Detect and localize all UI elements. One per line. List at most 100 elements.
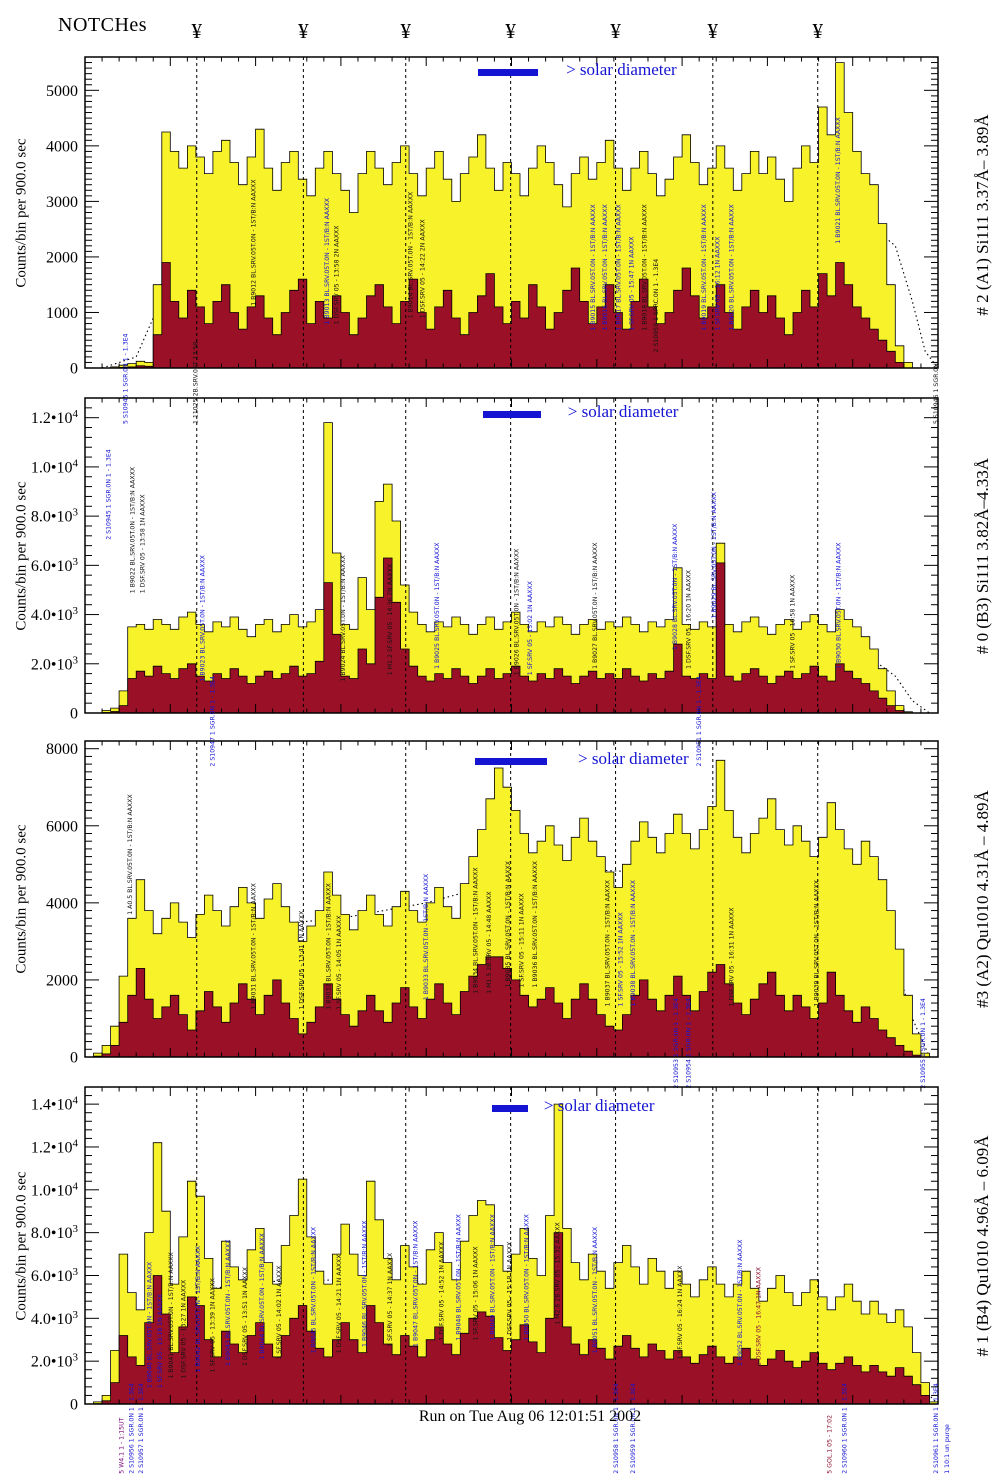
event-annotation: 1 B9037 BL.SRV.05T.0N - 1ST/B:N AAXXX: [605, 879, 612, 1006]
event-annotation: 1 SF.SRV 05 - 14:05 1N AAXXX: [336, 915, 343, 1010]
event-annotation: 1 DSF.SRV 05 - 14:21 1N AAXXX: [336, 1254, 343, 1354]
event-annotation: 1 B9031 BL.SRV.05T.0N - 1ST/B:N AAXXX: [251, 882, 258, 1009]
notch-symbol: ¥: [505, 19, 516, 43]
event-annotation: 1 DSF.SRV 05 - 14:52 1N AAXXX: [438, 1241, 445, 1341]
y-tick-label: 1000: [46, 305, 78, 322]
event-annotation: 1 B9045 BL.SRV.05T.0N - 1ST/B:N AAXXX: [310, 1226, 317, 1353]
y-tick-label: 4.0•103: [31, 605, 79, 624]
event-annotation: 2 S10951 1 SGR.0N 1 - 1.3E4: [696, 676, 703, 767]
event-annotation: 1 B9016 BL.SRV.05T.0N - 1ST/B:N AAXXX: [602, 203, 609, 330]
event-annotation: 1 B9040 BL.SRV.05T.0N - 1ST/B:N AAXXX: [147, 1261, 154, 1388]
event-annotation: 2 S10955 1 SGR.0N 1 - 1.3E4: [920, 998, 927, 1089]
event-annotation: 1 SF.SRV 05 - 14:02 1N AAXXX: [276, 1265, 283, 1360]
event-annotation: 1 B9043 BL.SRV.05T.0N - 1ST/B:N AAXXX: [225, 1239, 232, 1366]
event-annotation: 1 B9014 BL.SRV.05T.0N - 1ST/B:N AAXXX: [408, 191, 415, 318]
event-annotation: 1 DSF.SRV 05 - 16:31 1N AAXXX: [728, 907, 735, 1007]
event-annotation: 1 B9018 BL.SRV.05T.0N - 1ST/B:N AAXXX: [641, 203, 648, 330]
solar-diameter-label: > solar diameter: [566, 60, 677, 79]
event-annotation: 1 B9047 BL.SRV.05T.0N - 1ST/B:N AAXXX: [413, 1220, 420, 1347]
event-annotation: 1 SF.SRV 05 - 16:24 1N AAXXX: [677, 1265, 684, 1360]
event-annotation: 1 DSF.SRV 05 - 16:20 1N AAXXX: [686, 569, 693, 669]
event-annotation: 1 B9042 BL.SRV.05T.0N - 1ST/B:N AAXXX: [195, 1245, 202, 1372]
solar-diameter-label: > solar diameter: [543, 1096, 655, 1115]
event-annotation: 1 B9022 BL.SRV.05T.0N - 1ST/B:N AAXXX: [129, 466, 136, 593]
notch-symbol: ¥: [708, 19, 719, 43]
event-annotation: 5 W4.1 1 - 1:15UT: [118, 1417, 125, 1473]
y-tick-label: 5000: [46, 83, 78, 100]
event-annotation: 1 SF.SRV 05 - 13:39 1N AAXXX: [210, 1277, 217, 1372]
event-annotation: 1 B9046 BL.SRV.05T.0N - 1ST/B:N AAXXX: [361, 1220, 368, 1347]
event-annotation: 1 M2.6 2B.SRV 05 - 15:32 AAXXX: [554, 1222, 561, 1325]
event-annotation: 2 S10956 1 SGR.0N 1 - 1.3E4: [129, 1383, 136, 1474]
event-annotation: 2 S10961 1 SGR.0N 1 - 1.3E4: [933, 1383, 940, 1474]
y-tick-label: 1.2•104: [31, 408, 79, 427]
solar-diameter-label: > solar diameter: [567, 402, 679, 421]
solar-diameter-bar-icon: [491, 1105, 528, 1112]
run-timestamp: Run on Tue Aug 06 12:01:51 2002: [418, 1408, 642, 1425]
event-annotation: 5 S10945 1 SGR.0N 1 - 1.3E4: [123, 333, 130, 424]
event-annotation: 1 B9038 BL.SRV.05T.0N - 1ST/B:N AAXXX: [630, 879, 637, 1006]
event-annotation: 1 B9028 BL.SRV.05T.0N - 1ST/B:N AAXXX: [672, 523, 679, 650]
event-annotation: 1 B9049 BL.SRV.05T.0N - 1ST/B:N AAXXX: [489, 1213, 496, 1340]
event-annotation: 1 B9052 BL.SRV.05T.0N - 1ST/B:N AAXXX: [737, 1239, 744, 1366]
event-annotation: 1 B9023 BL.SRV.05T.0N - 1ST/B:N AAXXX: [199, 554, 206, 681]
histogram-flagged: [85, 1232, 938, 1405]
histogram-flagged: [85, 956, 938, 1058]
event-annotation: 1 A0.5 BL.SRV.05T.0N - 1ST/B:N AAXXX: [127, 794, 134, 915]
event-annotation: 1 SF.SRV 05 - 15:11 1N AAXXX: [518, 893, 525, 988]
event-annotation: 2 S10947 1 SGR.0N 1 - 1.3E4: [210, 676, 217, 767]
y-tick-label: 4.0•103: [31, 1309, 79, 1328]
y-tick-label: 1.0•104: [31, 1180, 79, 1199]
event-annotation: 1 B9013 BL.SRV.05T.0N - 1ST/B:N AAXXX: [324, 197, 331, 324]
event-annotation: 1 SF.SRV 05 - 15:52 1N AAXXX: [617, 912, 624, 1007]
event-annotation: 2 S10953 1 SGR.0N 1 - 1.3E4: [673, 998, 680, 1089]
histogram-flagged: [85, 262, 938, 369]
event-annotation: 1 B9039 BL.SRV.05T.0N - 1ST/B:N AAXXX: [814, 879, 821, 1006]
event-annotation: 2 S10945 1 SGR.0N 1 - 1.3E4: [106, 449, 113, 540]
event-annotation: 1 B9044 BL.SRV.05T.0N - 1ST/B:N AAXXX: [259, 1232, 266, 1359]
event-annotation: 1 B9029 BL.SRV.05T.0N - 1ST/B:N AAXXX: [711, 491, 718, 618]
event-annotation: 1 DSF.SRV 05 - 13:58 1N AAXXX: [140, 494, 147, 594]
notch-symbol: ¥: [191, 19, 202, 43]
event-annotation: 1 DSF.SRV 05 - 13:27 1N AAXXX: [181, 1279, 188, 1379]
event-annotation: 1 B9036 BL.SRV.05T.0N - 1ST/B:N AAXXX: [532, 860, 539, 987]
channel-label-panel3: #3 (A2) Qu1010 4.31Å – 4.89Å: [973, 790, 992, 1008]
solar-diameter-bar-icon: [478, 69, 538, 76]
panel-4: 0 2.0•103 4.0•103 6.0•103 8.0•103 1.0•104 1.2•…: [31, 1086, 951, 1474]
channel-label-panel1: # 2 (A1) Si111 3.37Å– 3.89Å: [973, 114, 992, 316]
y-tick-label: 1.4•104: [31, 1095, 79, 1114]
event-annotation: 1 B9012 BL.SRV.05T.0N - 1ST/B:N AAXXX: [251, 179, 258, 306]
y-tick-label: 0: [70, 706, 78, 723]
event-annotation: 1 SF.SRV 05 - 15:02 1N AAXXX: [527, 580, 534, 675]
y-axis-label-panel2: Counts/bin per 900.0 sec: [13, 481, 30, 631]
event-annotation: 1 DSF.SRV 05 - 16:47 1N AAXXX: [756, 1266, 763, 1366]
notch-symbol: ¥: [812, 19, 823, 43]
solar-diameter-bar-icon: [474, 758, 548, 765]
event-annotation: 5 GOL.1 05 - 17:02: [826, 1415, 833, 1474]
y-tick-label: 6000: [46, 818, 78, 835]
event-annotation: 1 B9030 BL.SRV.05T.0N - 1ST/B:N AAXXX: [836, 542, 843, 669]
event-annotation: 2 S10959 1 SGR.0N 1 - 1.3E4: [630, 1383, 637, 1474]
y-tick-label: 4000: [46, 138, 78, 155]
y-tick-label: 8.0•103: [31, 507, 79, 526]
event-annotation: 1 DSF.SRV 05 - 13:51 1N AAXXX: [242, 1266, 249, 1366]
event-annotation: 1 SF.SRV 05 - 13:18 1N AAXXX: [157, 1293, 164, 1388]
event-annotation: 1 B9026 BL.SRV.05T.0N - 1ST/B:N AAXXX: [513, 548, 520, 675]
y-tick-label: 0: [70, 1397, 78, 1414]
notch-symbol: ¥: [610, 19, 621, 43]
y-tick-label: 1.2•104: [31, 1137, 79, 1156]
event-annotation: 2 S10954 1 SGR.0N 1 - 1.3E4: [686, 998, 693, 1089]
y-tick-label: 8000: [46, 741, 78, 758]
y-axis-label-panel1: Counts/bin per 900.0 sec: [13, 138, 30, 288]
event-annotation: 1 B9020 BL.SRV.05T.0N - 1ST/B:N AAXXX: [728, 203, 735, 330]
y-tick-label: 3000: [46, 194, 78, 211]
event-annotation: 1 DSF.SRV 05 - 15:18 1N AAXXX: [507, 1241, 514, 1341]
event-annotation: 1 M1.5 2B.SRV 05 - 14:48 AAXXX: [486, 891, 493, 994]
panel-2: 0 2.0•103 4.0•103 6.0•103 8.0•103 1.0•104 1.2•…: [31, 397, 939, 767]
y-tick-label: 1.0•104: [31, 457, 79, 476]
event-annotation: 1 B9034 BL.SRV.05T.0N - 1ST/B:N AAXXX: [472, 867, 479, 994]
event-annotation: 1 B9017 BL.SRV.05T.0N - 1ST/B:N AAXXX: [616, 203, 623, 330]
histogram-flagged: [85, 557, 938, 714]
y-tick-label: 6.0•103: [31, 1266, 79, 1285]
